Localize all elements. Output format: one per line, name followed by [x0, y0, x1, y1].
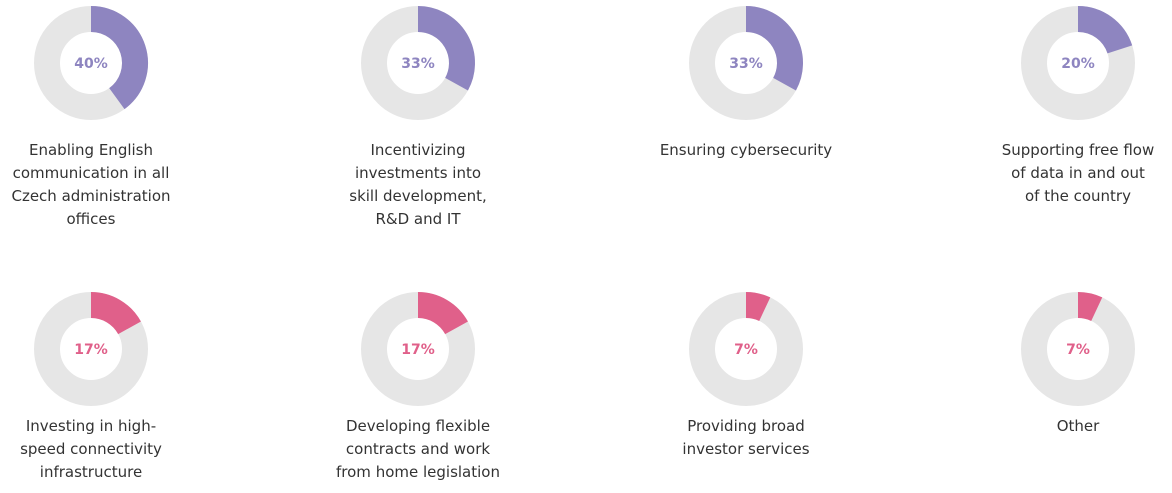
- chart-label: of data in and out: [1011, 164, 1145, 182]
- percent-label: 7%: [734, 342, 758, 358]
- chart-label: speed connectivity: [20, 440, 162, 458]
- donut-arc: [90, 6, 148, 110]
- donut-chart: 7% Providing broad investor services: [682, 292, 810, 458]
- donut-chart: 33% Incentivizing investments into skill de…: [349, 6, 487, 228]
- donut-chart: 20% Supporting free flow of data in and ou…: [1002, 6, 1155, 205]
- donut-chart: 33% Ensuring cybersecurity: [660, 6, 832, 159]
- percent-label: 17%: [401, 342, 435, 358]
- donut-arc: [745, 6, 803, 91]
- percent-label: 20%: [1061, 56, 1095, 72]
- percent-label: 7%: [1066, 342, 1090, 358]
- percent-label: 17%: [74, 342, 108, 358]
- chart-label: investments into: [355, 164, 481, 182]
- chart-label: infrastructure: [40, 463, 142, 481]
- donut-arc: [1077, 6, 1133, 55]
- chart-label: Ensuring cybersecurity: [660, 141, 832, 159]
- donut-chart: 40% Enabling English communication in all C…: [11, 6, 171, 228]
- donut-chart: 7% Other: [1021, 292, 1135, 435]
- donut-arc: [745, 292, 771, 322]
- donut-arc: [417, 6, 475, 91]
- chart-label: Supporting free flow: [1002, 141, 1155, 159]
- donut-chart: 17% Developing flexible contracts and work…: [336, 292, 500, 481]
- chart-label: of the country: [1025, 187, 1131, 205]
- chart-label: Providing broad: [687, 417, 805, 435]
- chart-label: Czech administration: [11, 187, 170, 205]
- chart-label: Enabling English: [29, 141, 153, 159]
- chart-label: Developing flexible: [346, 417, 490, 435]
- percent-label: 40%: [74, 56, 108, 72]
- chart-label: Incentivizing: [370, 141, 465, 159]
- chart-label: communication in all: [13, 164, 170, 182]
- chart-label: offices: [67, 210, 116, 228]
- donut-arc: [90, 292, 141, 335]
- chart-label: from home legislation: [336, 463, 500, 481]
- chart-label: R&D and IT: [375, 210, 461, 228]
- chart-label: Investing in high-: [26, 417, 156, 435]
- percent-label: 33%: [729, 56, 763, 72]
- donut-arc: [1077, 292, 1103, 322]
- donut-chart: 17% Investing in high-speed connectivity i…: [20, 292, 162, 481]
- chart-label: skill development,: [349, 187, 487, 205]
- percent-label: 33%: [401, 56, 435, 72]
- chart-label: contracts and work: [346, 440, 490, 458]
- chart-label: investor services: [682, 440, 809, 458]
- donut-arc: [417, 292, 468, 335]
- chart-label: Other: [1057, 417, 1100, 435]
